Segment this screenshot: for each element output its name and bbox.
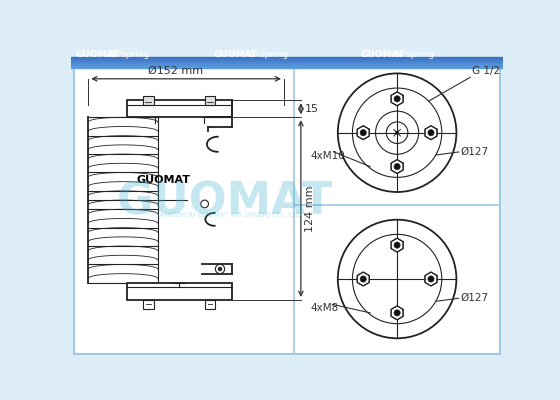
Circle shape bbox=[218, 267, 222, 271]
Polygon shape bbox=[425, 272, 437, 286]
Circle shape bbox=[200, 200, 208, 208]
Circle shape bbox=[360, 276, 366, 282]
Text: GUOMAT: GUOMAT bbox=[137, 175, 191, 185]
Bar bbox=[72, 58, 502, 59]
Circle shape bbox=[428, 276, 434, 282]
Bar bbox=[143, 300, 154, 309]
Text: GUOMAT: GUOMAT bbox=[117, 180, 334, 224]
Text: 4xM8: 4xM8 bbox=[311, 303, 339, 313]
Text: 124 mm: 124 mm bbox=[305, 185, 315, 232]
Bar bbox=[127, 283, 232, 300]
Text: Ø127: Ø127 bbox=[460, 147, 488, 157]
Bar bbox=[143, 96, 154, 105]
Text: 4xM10: 4xM10 bbox=[311, 151, 346, 161]
Circle shape bbox=[352, 234, 442, 324]
Polygon shape bbox=[391, 238, 403, 252]
Circle shape bbox=[386, 122, 408, 144]
Text: 15: 15 bbox=[305, 104, 319, 114]
Bar bbox=[204, 96, 216, 105]
Bar bbox=[72, 64, 502, 65]
Circle shape bbox=[428, 130, 434, 136]
Text: Ø152 mm: Ø152 mm bbox=[148, 66, 203, 76]
Text: GUOMAT: GUOMAT bbox=[75, 50, 119, 60]
Bar bbox=[127, 100, 232, 117]
Circle shape bbox=[338, 74, 456, 192]
Text: Ø127: Ø127 bbox=[460, 293, 488, 303]
Bar bbox=[72, 67, 502, 68]
Text: airspring: airspring bbox=[249, 50, 288, 60]
Polygon shape bbox=[425, 126, 437, 140]
Text: G 1/2: G 1/2 bbox=[472, 66, 500, 76]
Bar bbox=[72, 66, 502, 67]
Circle shape bbox=[376, 111, 419, 154]
Polygon shape bbox=[391, 92, 403, 106]
Circle shape bbox=[216, 264, 225, 274]
Polygon shape bbox=[391, 160, 403, 174]
Polygon shape bbox=[357, 126, 369, 140]
Text: GUOMAT: GUOMAT bbox=[214, 50, 258, 60]
Text: airspring: airspring bbox=[110, 50, 150, 60]
Bar bbox=[72, 65, 502, 66]
Text: airspring: airspring bbox=[395, 50, 435, 60]
Circle shape bbox=[394, 164, 400, 170]
Polygon shape bbox=[357, 272, 369, 286]
Bar bbox=[72, 63, 502, 64]
Polygon shape bbox=[391, 306, 403, 320]
Bar bbox=[72, 62, 502, 63]
Bar bbox=[72, 59, 502, 60]
Circle shape bbox=[394, 310, 400, 316]
Bar bbox=[72, 60, 502, 61]
Circle shape bbox=[338, 220, 456, 338]
Circle shape bbox=[394, 96, 400, 102]
Text: GUOMAT: GUOMAT bbox=[360, 50, 404, 60]
Text: GUANGZHOU GUOMAT AIR SPRING CO., LTD: GUANGZHOU GUOMAT AIR SPRING CO., LTD bbox=[150, 212, 301, 218]
Circle shape bbox=[394, 242, 400, 248]
Bar bbox=[72, 61, 502, 62]
Bar bbox=[204, 300, 216, 309]
Circle shape bbox=[360, 130, 366, 136]
Circle shape bbox=[395, 131, 399, 134]
Circle shape bbox=[352, 88, 442, 177]
